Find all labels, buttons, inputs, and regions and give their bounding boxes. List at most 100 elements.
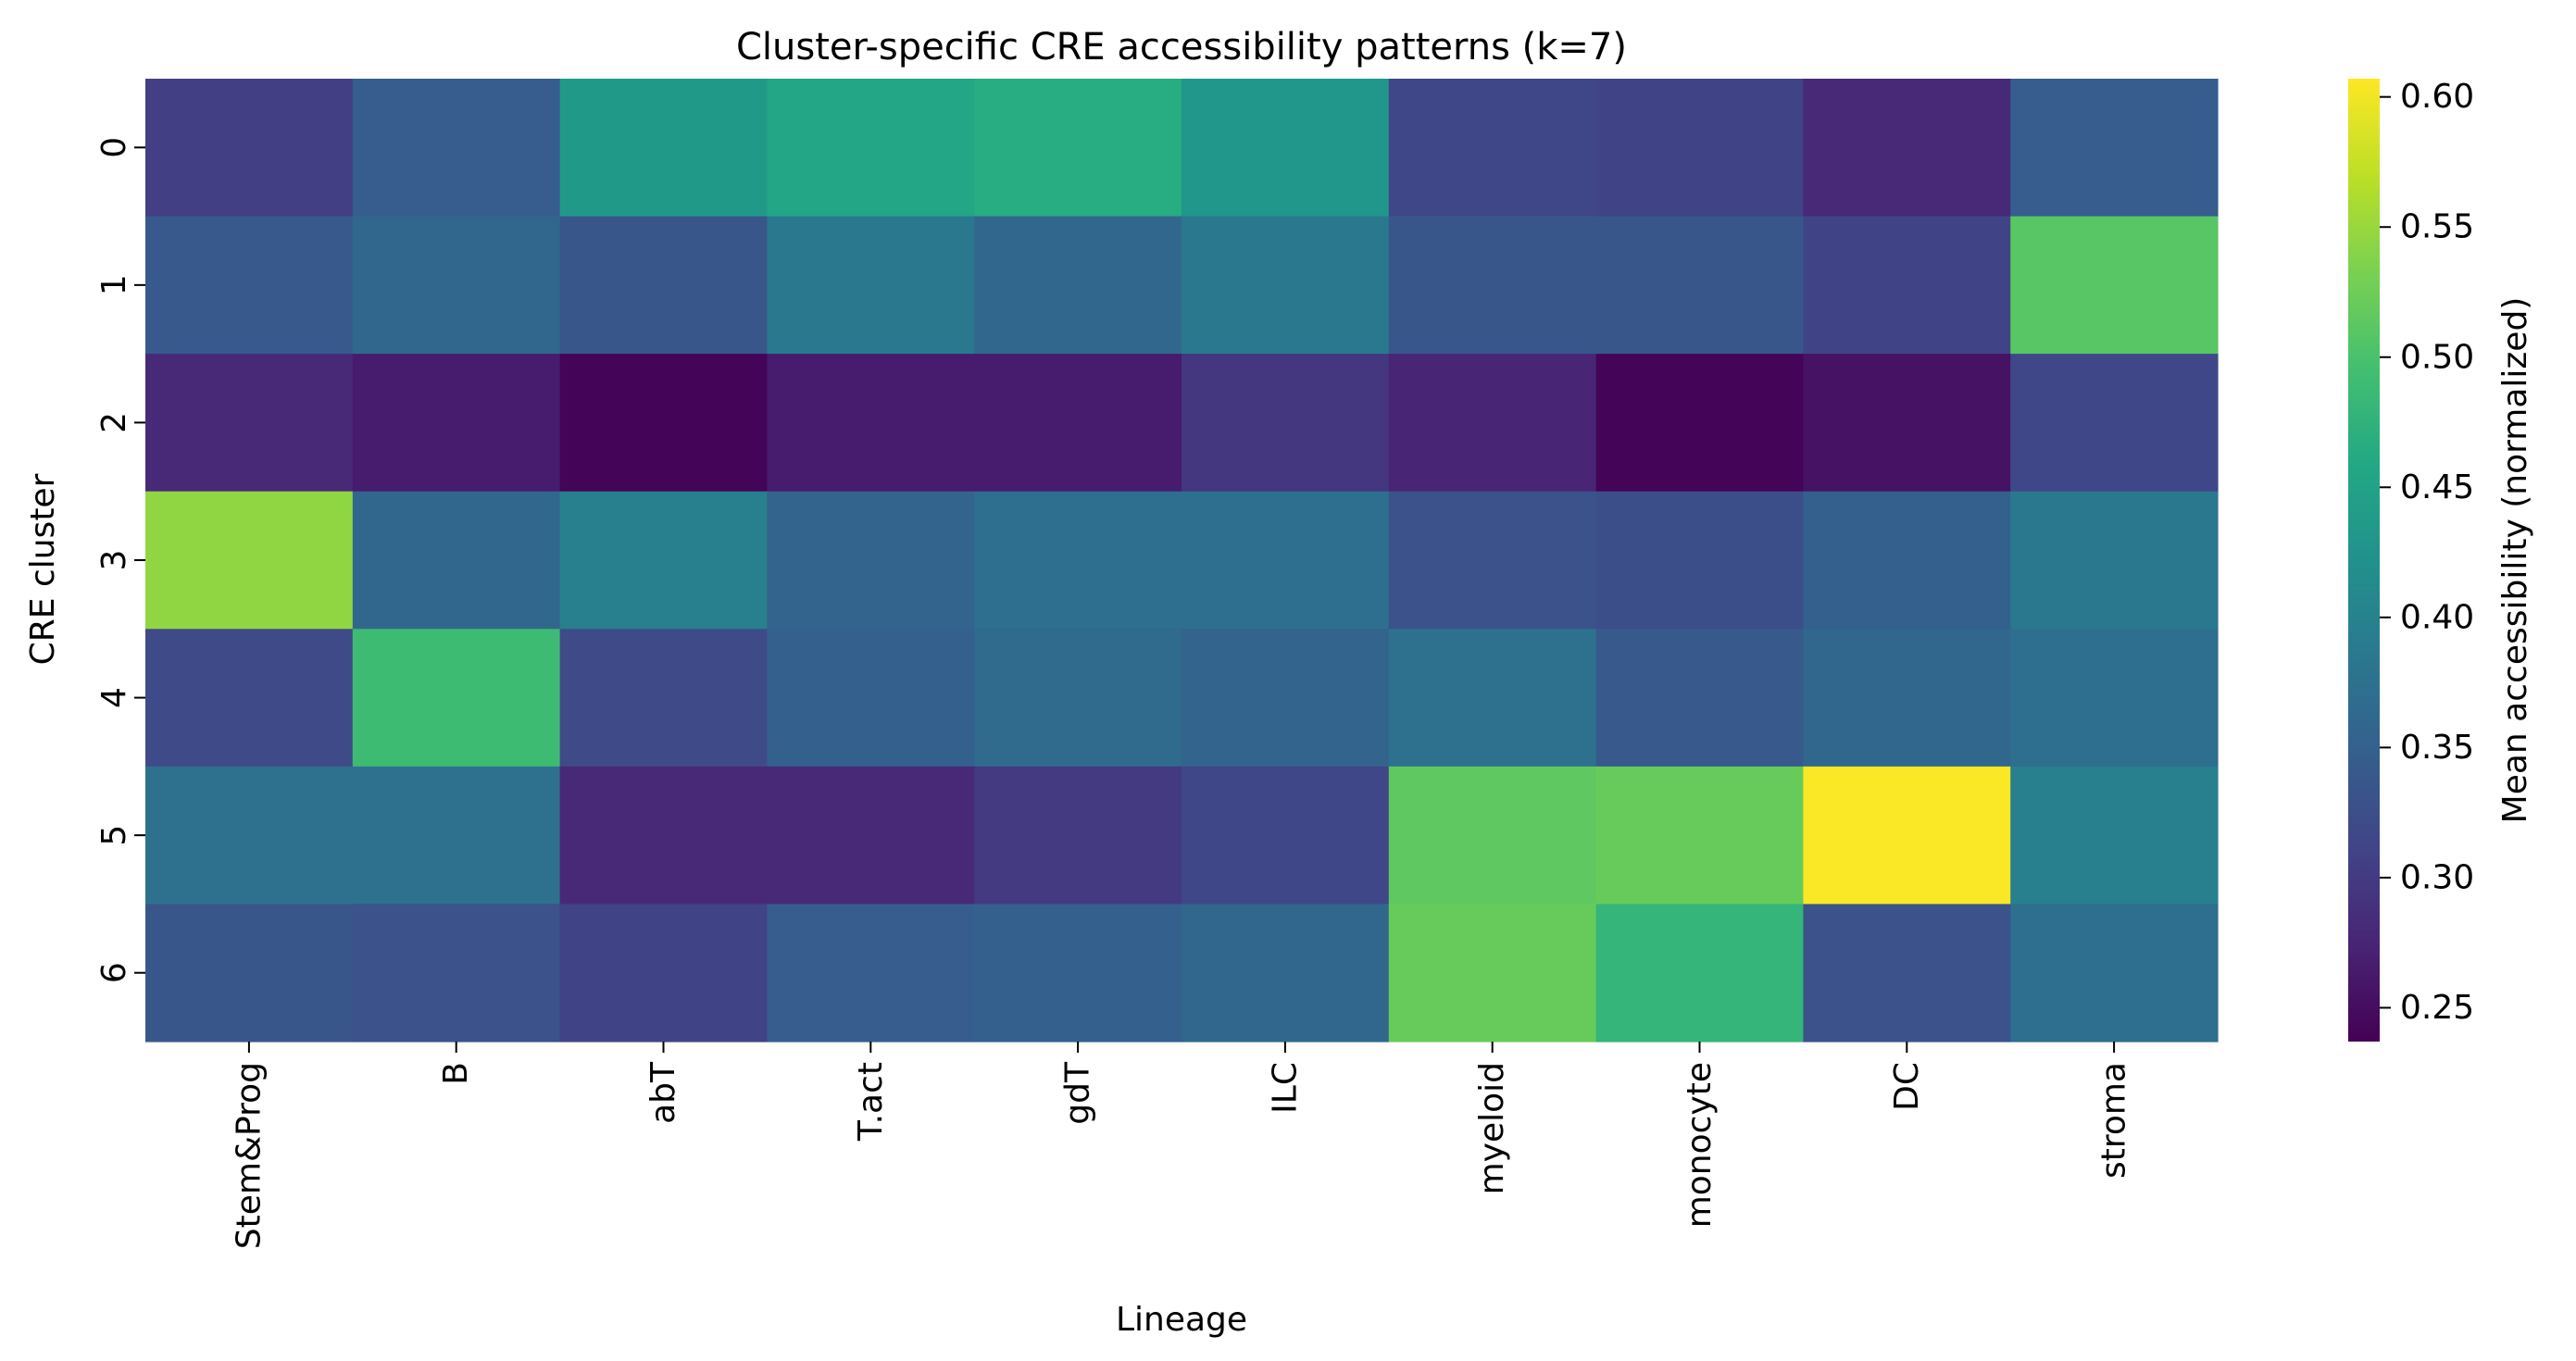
heatmap-cell bbox=[1182, 766, 1390, 905]
x-tick-label: gdT bbox=[1059, 1061, 1097, 1125]
y-tick-label: 2 bbox=[95, 412, 133, 433]
heatmap-cell bbox=[1595, 766, 1804, 905]
heatmap-cell bbox=[1182, 354, 1390, 493]
heatmap-cell bbox=[767, 491, 975, 630]
heatmap-cell bbox=[559, 491, 768, 630]
heatmap-cell bbox=[1595, 904, 1804, 1043]
heatmap-cell bbox=[1803, 491, 2011, 630]
heatmap-cell bbox=[559, 79, 768, 218]
y-tick-label: 0 bbox=[95, 137, 133, 158]
heatmap-cell bbox=[559, 216, 768, 355]
heatmap-cell bbox=[145, 216, 354, 355]
heatmap-cell bbox=[1182, 629, 1390, 768]
heatmap-cell bbox=[1182, 491, 1390, 630]
heatmap-cell bbox=[767, 79, 975, 218]
x-tick-label: B bbox=[437, 1062, 475, 1085]
heatmap-cell bbox=[974, 491, 1182, 630]
colorbar-tick-label: 0.35 bbox=[2400, 729, 2474, 767]
colorbar bbox=[2348, 79, 2380, 1042]
heatmap-cell bbox=[559, 766, 768, 905]
heatmap-cell bbox=[1182, 79, 1390, 218]
y-axis-ticks: 0 1 2 3 4 5 6 bbox=[95, 137, 145, 983]
heatmap-cell bbox=[974, 904, 1182, 1043]
x-tick-label: DC bbox=[1888, 1062, 1926, 1111]
chart-title: Cluster-specific CRE accessibility patte… bbox=[736, 26, 1627, 69]
y-tick-label: 6 bbox=[95, 962, 133, 983]
heatmap-cell bbox=[1595, 79, 1804, 218]
heatmap-cell bbox=[352, 491, 561, 630]
heatmap-cell bbox=[1595, 629, 1804, 768]
heatmap-cell bbox=[767, 216, 975, 355]
heatmap-cell bbox=[2010, 216, 2219, 355]
y-tick-label: 5 bbox=[95, 825, 133, 846]
heatmap-cell bbox=[1803, 904, 2011, 1043]
heatmap-cell bbox=[1388, 766, 1597, 905]
colorbar-tick-label: 0.55 bbox=[2400, 208, 2474, 246]
heatmap-cell bbox=[2010, 904, 2219, 1043]
heatmap-cell bbox=[1388, 79, 1597, 218]
heatmap-cell bbox=[767, 766, 975, 905]
heatmap-cell bbox=[352, 629, 561, 768]
heatmap-cell bbox=[1595, 216, 1804, 355]
heatmap-cell bbox=[145, 491, 354, 630]
heatmap-cell bbox=[974, 766, 1182, 905]
heatmap-cell bbox=[145, 904, 354, 1043]
heatmap-cell bbox=[1803, 629, 2011, 768]
heatmap-cell bbox=[352, 904, 561, 1043]
heatmap-cell bbox=[1803, 766, 2011, 905]
heatmap-cell bbox=[352, 354, 561, 493]
heatmap-cell bbox=[352, 216, 561, 355]
y-axis-label: CRE cluster bbox=[24, 473, 62, 665]
heatmap-cell bbox=[1388, 491, 1597, 630]
heatmap-cell bbox=[2010, 354, 2219, 493]
y-tick-label: 3 bbox=[95, 550, 133, 571]
heatmap-cell bbox=[974, 216, 1182, 355]
colorbar-tick-label: 0.30 bbox=[2400, 858, 2474, 896]
heatmap-cell bbox=[767, 904, 975, 1043]
heatmap-cell bbox=[974, 79, 1182, 218]
colorbar-ticks: 0.25 0.30 0.35 0.40 0.45 0.50 0.55 0.60 bbox=[2380, 78, 2474, 1027]
heatmap-cell bbox=[1803, 216, 2011, 355]
heatmap-cell bbox=[1803, 79, 2011, 218]
x-tick-label: abT bbox=[644, 1061, 682, 1124]
x-tick-label: monocyte bbox=[1681, 1062, 1719, 1228]
x-tick-label: Stem&Prog bbox=[230, 1062, 268, 1249]
x-tick-label: myeloid bbox=[1473, 1062, 1511, 1194]
heatmap-cell bbox=[767, 629, 975, 768]
heatmap-cell bbox=[2010, 629, 2219, 768]
heatmap-cell bbox=[145, 79, 354, 218]
colorbar-tick-label: 0.45 bbox=[2400, 468, 2474, 506]
y-tick-label: 4 bbox=[95, 687, 133, 708]
heatmap-cell bbox=[559, 629, 768, 768]
x-tick-label: ILC bbox=[1266, 1062, 1304, 1114]
heatmap-cell bbox=[559, 904, 768, 1043]
heatmap-cell bbox=[145, 629, 354, 768]
heatmap-cell bbox=[1182, 216, 1390, 355]
heatmap-cell bbox=[559, 354, 768, 493]
heatmap-cell bbox=[145, 766, 354, 905]
heatmap-cell bbox=[974, 629, 1182, 768]
heatmap-cell bbox=[1388, 354, 1597, 493]
heatmap-cell bbox=[352, 766, 561, 905]
heatmap-cell bbox=[1388, 904, 1597, 1043]
heatmap-cell bbox=[2010, 79, 2219, 218]
colorbar-tick-label: 0.25 bbox=[2400, 989, 2474, 1027]
colorbar-tick-label: 0.40 bbox=[2400, 598, 2474, 636]
heatmap-cell bbox=[1388, 216, 1597, 355]
x-tick-label: T.act bbox=[852, 1062, 890, 1142]
x-axis-label: Lineage bbox=[1116, 1301, 1247, 1339]
heatmap-cell bbox=[1595, 491, 1804, 630]
heatmap-cell bbox=[352, 79, 561, 218]
heatmap-cell bbox=[1388, 629, 1597, 768]
x-tick-label: stroma bbox=[2095, 1062, 2133, 1179]
heatmap-cell bbox=[2010, 491, 2219, 630]
heatmap-cell bbox=[1182, 904, 1390, 1043]
colorbar-label: Mean accessibility (normalized) bbox=[2496, 297, 2534, 824]
heatmap-cell bbox=[145, 354, 354, 493]
heatmap-cells bbox=[145, 79, 2219, 1043]
heatmap-cell bbox=[1803, 354, 2011, 493]
colorbar-tick-label: 0.50 bbox=[2400, 338, 2474, 376]
heatmap-cell bbox=[1595, 354, 1804, 493]
